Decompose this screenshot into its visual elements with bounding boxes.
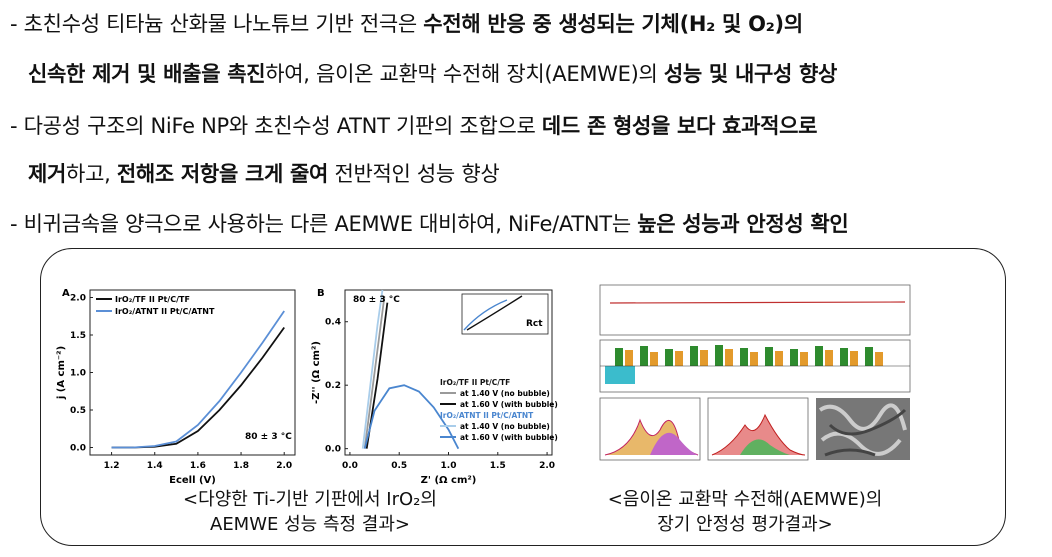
chart: 1.2 1.4 1.6 1.8 2.0 0.0 0.5 1.0 1.5 2.0 Ecell (V) j… xyxy=(56,288,296,486)
bullet-line: - 다공성 구조의 NiFe NP와 초친수성 ATNT 기판의 조합으로 데드… xyxy=(10,110,818,140)
bold-text: 제거 xyxy=(28,162,67,186)
bold-text: 전해조 저항을 크게 줄여 xyxy=(116,162,329,186)
text: - 다공성 구조의 NiFe NP와 초친수성 ATNT 기판의 조합으로 xyxy=(10,114,542,138)
panel-label: A xyxy=(62,288,70,299)
x-tick-label: 0.5 xyxy=(391,461,407,471)
text: - 비귀금속을 양극으로 사용하는 다른 AEMWE 대비하여, NiFe/AT… xyxy=(10,212,638,236)
data-line xyxy=(111,310,285,449)
legend-group-title: IrO₂/ATNT II Pt/C/ATNT xyxy=(440,411,534,420)
x-tick-label: 1.6 xyxy=(190,461,206,471)
annotation: 80 ± 3 °C xyxy=(245,432,292,442)
caption-line: <다양한 Ti-기반 기판에서 IrO₂의 xyxy=(183,489,437,510)
bold-text: 높은 성능과 안정성 확인 xyxy=(637,212,849,236)
bullet-line: - 초친수성 티타늄 산화물 나노튜브 기반 전극은 수전해 반응 중 생성되는… xyxy=(10,8,803,38)
y-tick-label: 2.0 xyxy=(70,294,86,304)
x-tick-label: 2.0 xyxy=(539,461,555,471)
inset-curve xyxy=(466,295,523,331)
x-axis-label: Ecell (V) xyxy=(169,475,216,486)
legend-group-title: IrO₂/TF II Pt/C/TF xyxy=(440,378,510,387)
legend-label: at 1.60 V (with bubble) xyxy=(460,433,558,442)
chart: 0.0 0.5 1.0 1.5 2.0 0.0 0.2 0.4 Z' (Ω cm²) -Z'' (… xyxy=(311,288,558,486)
y-axis-label: j (A cm⁻²) xyxy=(56,346,67,400)
x-tick-label: 1.0 xyxy=(441,461,457,471)
x-tick-label: 2.0 xyxy=(276,461,292,471)
data-line xyxy=(111,326,285,449)
x-tick-label: 0.0 xyxy=(342,461,358,471)
y-tick-label: 0.2 xyxy=(325,381,341,391)
caption-line: 장기 안정성 평가결과> xyxy=(657,514,833,535)
caption-line: <음이온 교환막 수전해(AEMWE)의 xyxy=(607,489,883,510)
text: 전반적인 성능 향상 xyxy=(328,162,500,186)
y-axis-label: -Z'' (Ω cm²) xyxy=(311,341,322,404)
annotation: 80 ± 3 °C xyxy=(353,295,400,305)
bullet-line: - 비귀금속을 양극으로 사용하는 다른 AEMWE 대비하여, NiFe/AT… xyxy=(10,208,849,238)
inset-label: Rct xyxy=(526,319,543,329)
stability-figure xyxy=(599,284,911,461)
legend-label: at 1.40 V (no bubble) xyxy=(460,422,550,431)
y-tick-label: 1.5 xyxy=(70,331,86,341)
figure-caption: <다양한 Ti-기반 기판에서 IrO₂의 AEMWE 성능 측정 결과> xyxy=(110,487,510,537)
text: - 초친수성 티타늄 산화물 나노튜브 기반 전극은 xyxy=(10,12,424,36)
y-tick-label: 0.0 xyxy=(70,444,86,454)
x-tick-label: 1.4 xyxy=(147,461,163,471)
legend-label: at 1.60 V (with bubble) xyxy=(460,400,558,409)
text: 하여, 음이온 교환막 수전해 장치(AEMWE)의 xyxy=(265,62,664,86)
bullet-line: 신속한 제거 및 배출을 촉진하여, 음이온 교환막 수전해 장치(AEMWE)… xyxy=(28,58,837,88)
text: 하고, xyxy=(66,162,117,186)
x-tick-label: 1.8 xyxy=(233,461,249,471)
y-tick-label: 0.4 xyxy=(325,318,341,328)
figure-frame xyxy=(40,248,1006,546)
y-tick-label: 0.0 xyxy=(325,445,341,455)
inset-curve xyxy=(463,299,508,331)
data-line xyxy=(361,289,384,449)
legend-label: IrO₂/TF II Pt/C/TF xyxy=(115,295,190,304)
x-tick-label: 1.2 xyxy=(104,461,120,471)
x-tick-label: 1.5 xyxy=(490,461,506,471)
x-axis-label: Z' (Ω cm²) xyxy=(421,475,477,486)
legend-label: IrO₂/ATNT II Pt/C/ATNT xyxy=(115,307,215,316)
data-line xyxy=(363,296,386,449)
bold-text: 수전해 반응 중 생성되는 기체(H₂ 및 O₂)의 xyxy=(423,12,803,36)
caption-line: AEMWE 성능 측정 결과> xyxy=(210,514,410,535)
bold-text: 데드 존 형성을 보다 효과적으로 xyxy=(541,114,818,138)
bold-text: 신속한 제거 및 배출을 촉진 xyxy=(28,62,266,86)
bullet-line: 제거하고, 전해조 저항을 크게 줄여 전반적인 성능 향상 xyxy=(28,158,500,188)
legend-label: at 1.40 V (no bubble) xyxy=(460,389,550,398)
y-tick-label: 1.0 xyxy=(70,369,86,379)
y-tick-label: 0.5 xyxy=(70,406,86,416)
panel-label: B xyxy=(317,288,325,299)
bold-text: 성능 및 내구성 향상 xyxy=(663,62,838,86)
